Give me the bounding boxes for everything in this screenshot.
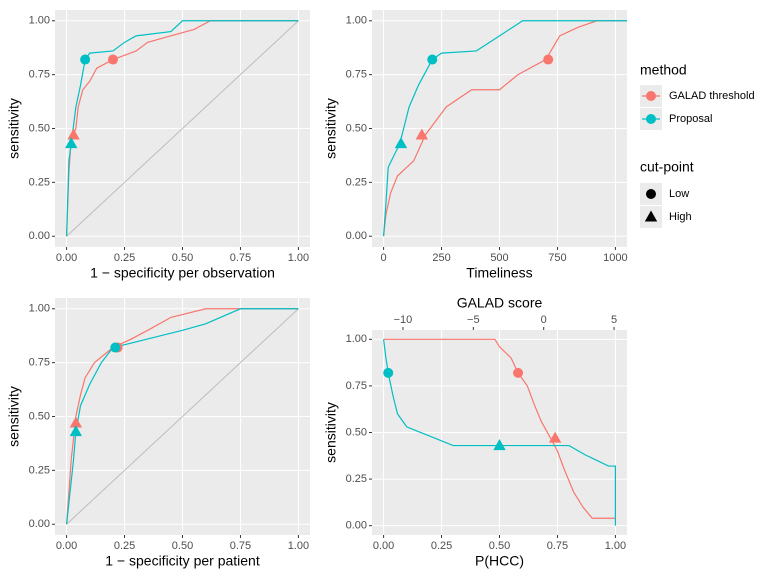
- legend-label: High: [669, 211, 692, 223]
- x-tick-label: 0.00: [56, 252, 77, 264]
- y-tick-label: 0.00: [346, 520, 367, 532]
- cut-point: [548, 431, 562, 443]
- x-tick-label: 1.00: [288, 252, 309, 264]
- cut-point: [69, 425, 83, 437]
- x-tick-label: 1.00: [288, 540, 309, 552]
- legend-key-point: [646, 114, 656, 124]
- x-axis-label: 1 − specificity per patient: [105, 553, 260, 569]
- x-tick-label: 0.00: [373, 540, 394, 552]
- x2-tick-label: −5: [467, 314, 480, 326]
- x-tick-label: 0.25: [114, 540, 135, 552]
- cut-point: [543, 54, 554, 65]
- curve: [382, 20, 627, 237]
- y-tick-label: 1.00: [346, 333, 367, 345]
- x2-tick-label: 0: [541, 314, 547, 326]
- x-tick-label: 0.25: [114, 252, 135, 264]
- y-tick-label: 0.75: [346, 69, 367, 81]
- y-tick-label: 1.00: [29, 15, 50, 27]
- y-tick-label: 0.50: [346, 426, 367, 438]
- curve: [65, 308, 299, 525]
- x-tick-label: 0.50: [172, 540, 193, 552]
- y-axis-label: sensitivity: [6, 98, 22, 159]
- cut-point: [383, 367, 394, 378]
- legend-key-point: [644, 210, 658, 222]
- x2-axis-label: GALAD score: [457, 295, 543, 311]
- y-tick-label: 0.00: [29, 230, 50, 242]
- x-tick-label: 0.75: [230, 252, 251, 264]
- cut-point: [415, 128, 429, 140]
- y-tick-label: 1.00: [346, 15, 367, 27]
- x-tick-label: 0.00: [56, 540, 77, 552]
- cut-point: [513, 367, 524, 378]
- cut-point: [427, 54, 438, 65]
- y-tick-label: 1.00: [29, 303, 50, 315]
- x-tick-label: 1000: [603, 252, 627, 264]
- cut-point: [107, 54, 118, 65]
- x-tick-label: 0.75: [547, 540, 568, 552]
- y-tick-label: 0.75: [29, 357, 50, 369]
- y-axis-label: sensitivity: [323, 402, 339, 463]
- y-tick-label: 0.00: [29, 518, 50, 530]
- legend-title: cut-point: [640, 159, 694, 175]
- legend-key-point: [646, 91, 656, 101]
- x-tick-label: 750: [548, 252, 566, 264]
- x-tick-label: 0.25: [431, 540, 452, 552]
- x-axis-label: 1 − specificity per observation: [90, 265, 275, 281]
- x-tick-label: 0.50: [489, 540, 510, 552]
- x-tick-label: 0.50: [172, 252, 193, 264]
- y-tick-label: 0.50: [346, 122, 367, 134]
- x-tick-label: 1.00: [605, 540, 626, 552]
- legend-label: Proposal: [669, 113, 712, 125]
- x2-tick-label: −10: [394, 314, 413, 326]
- y-tick-label: 0.25: [346, 176, 367, 188]
- x-tick-label: 500: [490, 252, 508, 264]
- cut-point: [80, 54, 91, 65]
- x-tick-label: 0: [381, 252, 387, 264]
- y-tick-label: 0.25: [346, 473, 367, 485]
- legend-key-point: [646, 189, 656, 199]
- x2-tick-label: 5: [611, 314, 617, 326]
- y-tick-label: 0.75: [346, 380, 367, 392]
- curve: [383, 338, 616, 519]
- cut-point: [69, 416, 83, 428]
- x-tick-label: 250: [432, 252, 450, 264]
- y-tick-label: 0.75: [29, 69, 50, 81]
- x-axis-label: P(HCC): [475, 553, 524, 569]
- y-tick-label: 0.50: [29, 122, 50, 134]
- legend-title: method: [640, 62, 687, 78]
- cut-point: [110, 342, 121, 353]
- cut-point: [394, 137, 408, 149]
- legend-label: Low: [669, 188, 689, 200]
- reference-line: [66, 20, 299, 237]
- y-tick-label: 0.50: [29, 410, 50, 422]
- x-axis-label: Timeliness: [466, 265, 532, 281]
- y-tick-label: 0.25: [29, 176, 50, 188]
- y-tick-label: 0.00: [346, 230, 367, 242]
- legend-label: GALAD threshold: [669, 90, 755, 102]
- cut-point: [67, 128, 80, 140]
- y-axis-label: sensitivity: [6, 386, 22, 447]
- cut-point: [65, 137, 78, 149]
- cut-point: [493, 439, 506, 451]
- curve: [382, 20, 627, 237]
- y-tick-label: 0.25: [29, 464, 50, 476]
- x-tick-label: 0.75: [230, 540, 251, 552]
- y-axis-label: sensitivity: [323, 98, 339, 159]
- reference-line: [66, 308, 299, 525]
